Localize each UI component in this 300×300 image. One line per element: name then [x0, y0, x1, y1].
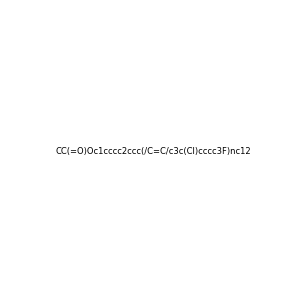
- Text: CC(=O)Oc1cccc2ccc(/C=C/c3c(Cl)cccc3F)nc12: CC(=O)Oc1cccc2ccc(/C=C/c3c(Cl)cccc3F)nc1…: [56, 147, 252, 156]
